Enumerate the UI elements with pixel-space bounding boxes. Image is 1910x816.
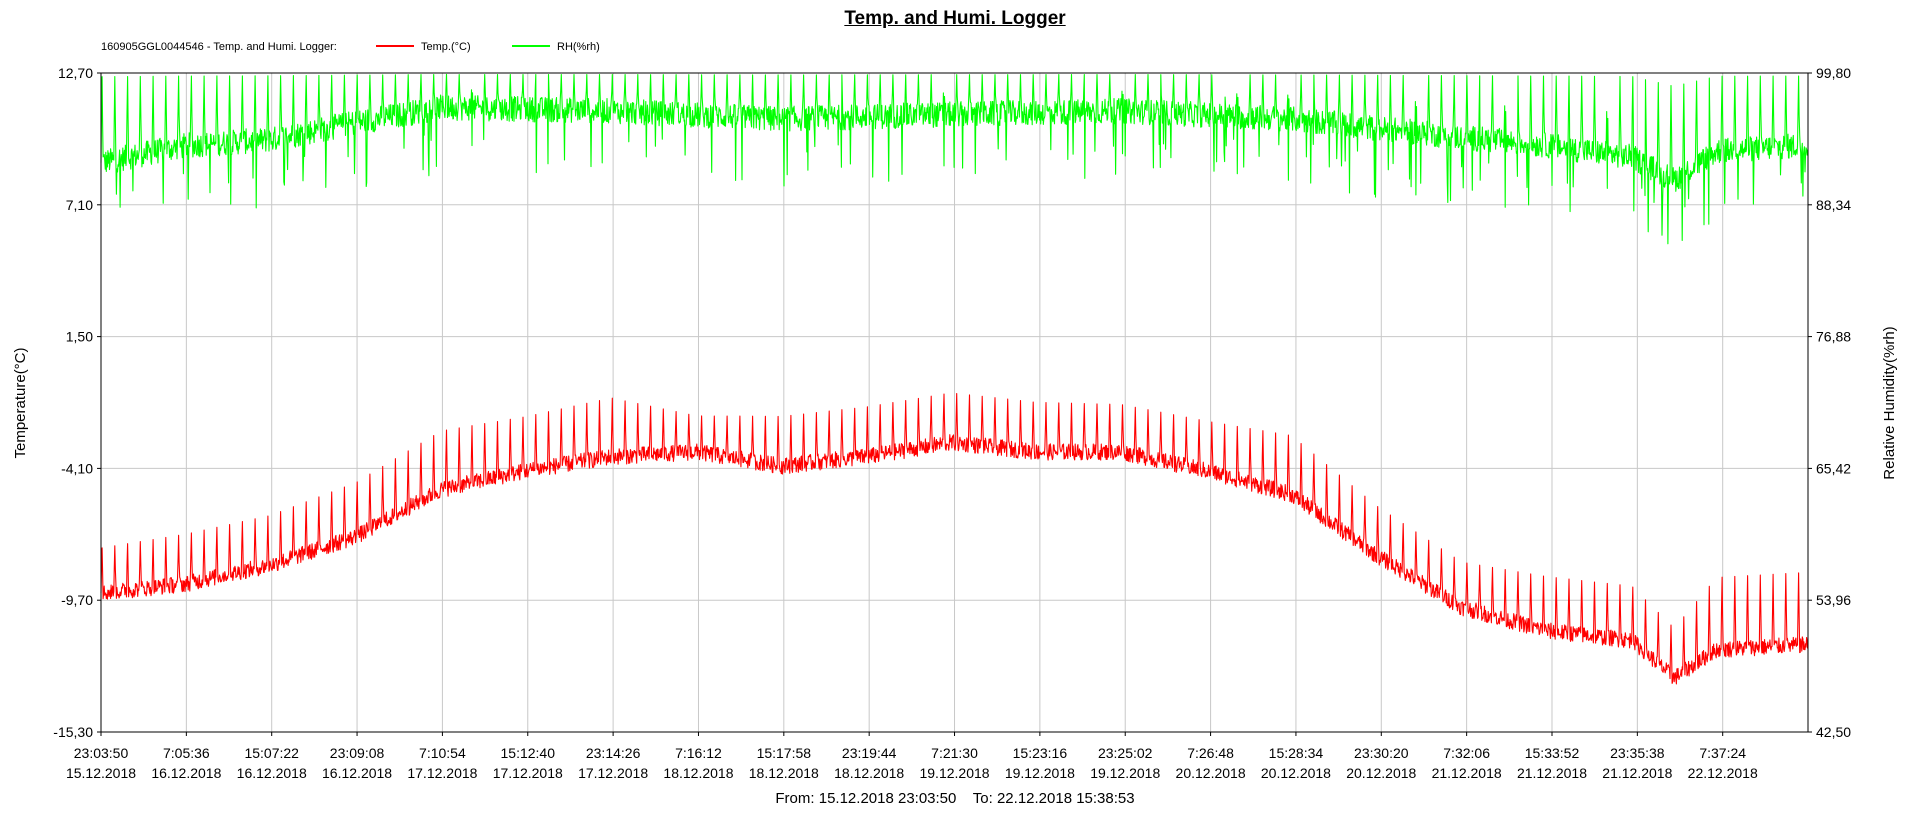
x-tick-time-label: 15:28:34 xyxy=(1269,745,1324,761)
y-left-tick-label: -15,30 xyxy=(53,724,93,740)
y-left-tick-label: -9,70 xyxy=(61,592,93,608)
x-tick-time-label: 15:33:52 xyxy=(1525,745,1580,761)
humidity-series-line xyxy=(100,73,1809,245)
x-tick-time-label: 15:17:58 xyxy=(757,745,812,761)
x-tick-time-label: 7:05:36 xyxy=(163,745,210,761)
y-left-tick-label: 7,10 xyxy=(66,197,93,213)
x-tick-time-label: 23:19:44 xyxy=(842,745,897,761)
x-tick-time-label: 7:32:06 xyxy=(1443,745,1490,761)
plot-series xyxy=(100,73,1809,685)
x-tick-date-label: 16.12.2018 xyxy=(237,765,307,781)
x-tick-date-label: 16.12.2018 xyxy=(151,765,221,781)
x-tick-time-label: 23:30:20 xyxy=(1354,745,1409,761)
x-tick-date-label: 19.12.2018 xyxy=(1005,765,1075,781)
y-right-tick-label: 76,88 xyxy=(1816,329,1851,345)
x-tick-date-label: 21.12.2018 xyxy=(1517,765,1587,781)
x-tick-date-label: 18.12.2018 xyxy=(749,765,819,781)
x-tick-date-label: 21.12.2018 xyxy=(1432,765,1502,781)
axis-ticks: 12,70 99,80 7,10 88,34 1,50 76,88 -4,10 65,42 -9… xyxy=(53,65,1851,781)
x-tick-time-label: 7:21:30 xyxy=(931,745,978,761)
y-left-tick-label: 1,50 xyxy=(66,329,93,345)
y-left-tick-label: 12,70 xyxy=(58,65,93,81)
x-tick-date-label: 17.12.2018 xyxy=(578,765,648,781)
x-tick-time-label: 23:35:38 xyxy=(1610,745,1665,761)
legend-rh-label: RH(%rh) xyxy=(557,41,600,53)
x-tick-date-label: 19.12.2018 xyxy=(1090,765,1160,781)
y-axis-right-title: Relative Humidity(%rh) xyxy=(1881,326,1898,479)
x-tick-date-label: 19.12.2018 xyxy=(919,765,989,781)
x-tick-date-label: 20.12.2018 xyxy=(1261,765,1331,781)
from-value: 15.12.2018 23:03:50 xyxy=(818,790,957,807)
x-tick-time-label: 15:07:22 xyxy=(244,745,299,761)
y-right-tick-label: 88,34 xyxy=(1816,197,1851,213)
x-tick-time-label: 23:14:26 xyxy=(586,745,641,761)
legend: 160905GGL0044546 - Temp. and Humi. Logge… xyxy=(101,41,600,53)
x-tick-time-label: 15:23:16 xyxy=(1013,745,1068,761)
temperature-series-line xyxy=(100,392,1809,685)
chart-title: Temp. and Humi. Logger xyxy=(844,8,1066,29)
x-tick-date-label: 20.12.2018 xyxy=(1176,765,1246,781)
y-right-tick-label: 99,80 xyxy=(1816,65,1851,81)
x-tick-date-label: 17.12.2018 xyxy=(493,765,563,781)
x-tick-time-label: 7:26:48 xyxy=(1187,745,1234,761)
x-tick-time-label: 15:12:40 xyxy=(501,745,556,761)
x-tick-date-label: 18.12.2018 xyxy=(663,765,733,781)
time-range-footer: From: 15.12.2018 23:03:50 To: 22.12.2018… xyxy=(0,790,1910,807)
x-tick-date-label: 15.12.2018 xyxy=(66,765,136,781)
y-right-tick-label: 42,50 xyxy=(1816,724,1851,740)
x-tick-time-label: 23:09:08 xyxy=(330,745,385,761)
to-label: To: xyxy=(972,790,993,807)
x-tick-time-label: 7:10:54 xyxy=(419,745,466,761)
legend-logger-label: 160905GGL0044546 - Temp. and Humi. Logge… xyxy=(101,41,337,53)
y-axis-left-title: Temperature(°C) xyxy=(12,347,29,458)
x-tick-date-label: 21.12.2018 xyxy=(1602,765,1672,781)
to-value: 22.12.2018 15:38:53 xyxy=(996,790,1135,807)
from-label: From: xyxy=(775,790,815,807)
x-tick-date-label: 16.12.2018 xyxy=(322,765,392,781)
x-tick-date-label: 20.12.2018 xyxy=(1346,765,1416,781)
x-tick-time-label: 7:16:12 xyxy=(675,745,722,761)
x-tick-time-label: 23:25:02 xyxy=(1098,745,1153,761)
x-tick-date-label: 18.12.2018 xyxy=(834,765,904,781)
y-right-tick-label: 65,42 xyxy=(1816,460,1851,476)
grid xyxy=(101,73,1808,732)
x-tick-date-label: 22.12.2018 xyxy=(1688,765,1758,781)
x-tick-time-label: 23:03:50 xyxy=(74,745,129,761)
y-right-tick-label: 53,96 xyxy=(1816,592,1851,608)
x-tick-date-label: 17.12.2018 xyxy=(407,765,477,781)
y-left-tick-label: -4,10 xyxy=(61,460,93,476)
legend-temp-label: Temp.(°C) xyxy=(421,41,471,53)
x-tick-time-label: 7:37:24 xyxy=(1699,745,1746,761)
